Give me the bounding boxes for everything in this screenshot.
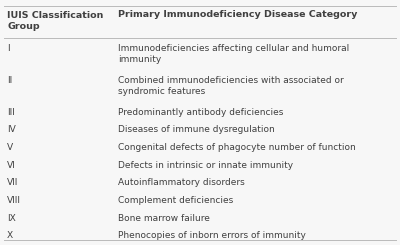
Text: IUIS Classification
Group: IUIS Classification Group: [7, 11, 104, 31]
Text: X: X: [7, 231, 13, 240]
Text: Defects in intrinsic or innate immunity: Defects in intrinsic or innate immunity: [118, 161, 293, 170]
Text: Bone marrow failure: Bone marrow failure: [118, 214, 210, 223]
Text: Complement deficiencies: Complement deficiencies: [118, 196, 233, 205]
Text: III: III: [7, 108, 15, 117]
Text: Autoinflammatory disorders: Autoinflammatory disorders: [118, 178, 245, 187]
Text: Predominantly antibody deficiencies: Predominantly antibody deficiencies: [118, 108, 283, 117]
Text: Phenocopies of inborn errors of immunity: Phenocopies of inborn errors of immunity: [118, 231, 306, 240]
Text: VIII: VIII: [7, 196, 21, 205]
Text: V: V: [7, 143, 13, 152]
Text: VII: VII: [7, 178, 18, 187]
Text: IX: IX: [7, 214, 16, 223]
Text: VI: VI: [7, 161, 16, 170]
Text: Immunodeficiencies affecting cellular and humoral
immunity: Immunodeficiencies affecting cellular an…: [118, 44, 349, 64]
Text: IV: IV: [7, 125, 16, 135]
Text: Diseases of immune dysregulation: Diseases of immune dysregulation: [118, 125, 275, 135]
Text: Combined immunodeficiencies with associated or
syndromic features: Combined immunodeficiencies with associa…: [118, 76, 344, 96]
Text: I: I: [7, 44, 10, 53]
Text: Primary Immunodeficiency Disease Category: Primary Immunodeficiency Disease Categor…: [118, 10, 357, 19]
Text: II: II: [7, 76, 12, 85]
Text: Congenital defects of phagocyte number of function: Congenital defects of phagocyte number o…: [118, 143, 356, 152]
